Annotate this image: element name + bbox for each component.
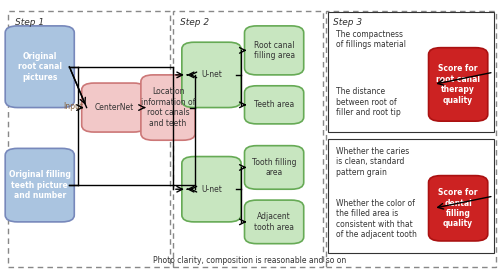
Text: Step 3: Step 3: [334, 18, 362, 27]
Bar: [8, 11, 170, 267]
Text: Step 2: Step 2: [180, 18, 210, 27]
Text: Root canal
filling area: Root canal filling area: [254, 41, 294, 60]
Bar: [326, 11, 496, 267]
Text: Input: Input: [64, 102, 84, 111]
Text: Teeth area: Teeth area: [254, 100, 294, 109]
Text: Step 1: Step 1: [15, 18, 44, 27]
Text: U-net: U-net: [201, 185, 222, 194]
Bar: [328, 139, 494, 253]
FancyBboxPatch shape: [244, 200, 304, 244]
Text: Whether the caries
is clean, standard
pattern grain: Whether the caries is clean, standard pa…: [336, 147, 409, 177]
FancyBboxPatch shape: [82, 83, 146, 132]
FancyBboxPatch shape: [244, 26, 304, 75]
Text: Original filling
teeth picture
and number: Original filling teeth picture and numbe…: [9, 170, 70, 200]
Text: Location
information of
root canals
and teeth: Location information of root canals and …: [141, 87, 195, 128]
Text: U-net: U-net: [201, 70, 222, 79]
Bar: [328, 12, 494, 132]
Text: CenterNet: CenterNet: [94, 103, 134, 112]
Text: Tooth filling
area: Tooth filling area: [252, 158, 296, 177]
Text: Photo clarity, composition is reasonable and so on: Photo clarity, composition is reasonable…: [153, 256, 346, 265]
FancyBboxPatch shape: [182, 42, 241, 108]
FancyBboxPatch shape: [141, 75, 195, 140]
Bar: [173, 11, 324, 267]
FancyBboxPatch shape: [428, 176, 488, 241]
Text: Whether the color of
the filled area is
consistent with that
of the adjacent too: Whether the color of the filled area is …: [336, 199, 416, 239]
FancyBboxPatch shape: [428, 48, 488, 121]
Text: The distance
between root of
filler and root tip: The distance between root of filler and …: [336, 87, 400, 117]
FancyBboxPatch shape: [244, 146, 304, 189]
FancyBboxPatch shape: [182, 156, 241, 222]
Text: Adjacent
tooth area: Adjacent tooth area: [254, 212, 294, 232]
Text: Score for
root canal
therapy
quality: Score for root canal therapy quality: [436, 64, 480, 104]
FancyBboxPatch shape: [244, 86, 304, 124]
Text: The compactness
of fillings material: The compactness of fillings material: [336, 30, 406, 50]
FancyBboxPatch shape: [5, 26, 74, 108]
Text: Score for
dental
filling
quality: Score for dental filling quality: [438, 188, 478, 228]
Text: Original
root canal
pictures: Original root canal pictures: [18, 52, 62, 82]
FancyBboxPatch shape: [5, 148, 74, 222]
